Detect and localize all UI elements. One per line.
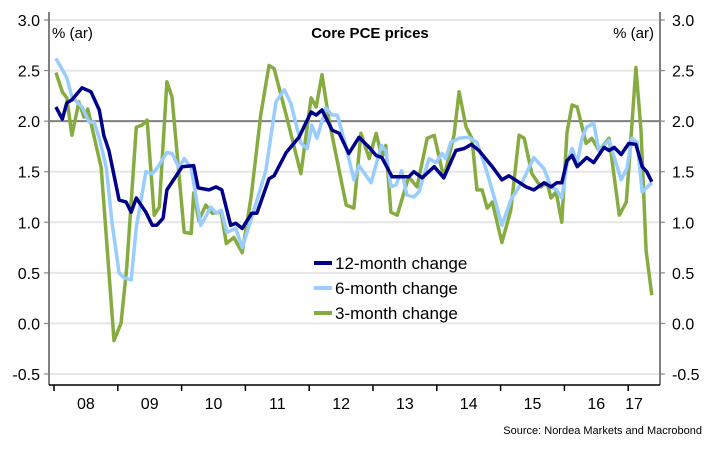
x-tick-label: 17	[625, 396, 643, 413]
x-tick-label: 09	[141, 396, 159, 413]
y-tick-label-right: 1.0	[672, 215, 694, 232]
y-tick-label-left: 0.5	[18, 266, 40, 283]
y-tick-label-left: 2.5	[18, 64, 40, 81]
right-axis-unit: % (ar)	[613, 25, 654, 42]
y-tick-label-left: 1.0	[18, 215, 40, 232]
x-tick-label: 11	[269, 396, 286, 413]
legend-label-12m: 12-month change	[335, 254, 467, 273]
left-axis-unit: % (ar)	[52, 25, 93, 42]
x-tick-label: 16	[587, 396, 605, 413]
x-tick-label: 10	[205, 396, 223, 413]
series-line-3m	[54, 63, 654, 343]
y-tick-label-right: 0.0	[672, 316, 694, 333]
y-tick-label-left: -0.5	[12, 367, 40, 384]
chart-title: Core PCE prices	[311, 25, 429, 42]
x-tick-label: 14	[460, 396, 478, 413]
y-tick-label-left: 2.0	[18, 114, 40, 131]
y-tick-label-right: 3.0	[672, 13, 694, 30]
x-tick-label: 12	[332, 396, 350, 413]
x-tick-label: 15	[524, 396, 542, 413]
y-tick-label-right: -0.5	[672, 367, 700, 384]
y-tick-label-left: 3.0	[18, 13, 40, 30]
y-tick-label-left: 0.0	[18, 316, 40, 333]
legend-label-3m: 3-month change	[335, 304, 458, 323]
series-line-12m	[54, 86, 654, 231]
legend-label-6m: 6-month change	[335, 279, 458, 298]
y-tick-label-right: 0.5	[672, 266, 694, 283]
x-tick-label: 08	[77, 396, 95, 413]
y-tick-label-right: 2.5	[672, 64, 694, 81]
source-note: Source: Nordea Markets and Macrobond	[503, 425, 702, 437]
legend: 12-month change 6-month change 3-month cha…	[314, 254, 467, 323]
x-tick-label: 13	[396, 396, 414, 413]
y-tick-label-right: 1.5	[672, 165, 694, 182]
axes: -0.5 -0.5 0.0 0.0 0.5 0.5 1.0 1.0 1.5 1.5 2.0 2.0 2.…	[12, 12, 700, 413]
series-line-6m	[54, 57, 654, 282]
series-lines	[54, 57, 654, 343]
y-tick-label-left: 1.5	[18, 165, 40, 182]
y-tick-label-right: 2.0	[672, 114, 694, 131]
